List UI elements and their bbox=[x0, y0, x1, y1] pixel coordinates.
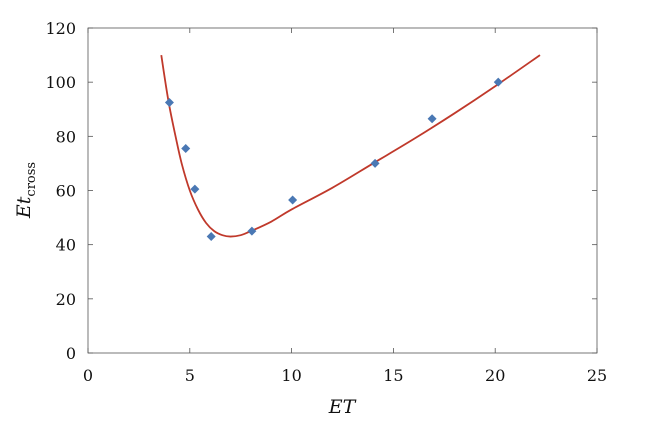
data-points-layer bbox=[164, 77, 503, 242]
fit-curve bbox=[160, 54, 541, 238]
y-tick-label: 100 bbox=[45, 73, 76, 92]
y-tick-label: 120 bbox=[45, 19, 76, 38]
data-point-diamond bbox=[164, 97, 174, 107]
y-axis-title: Etcross bbox=[13, 162, 39, 219]
data-point-diamond bbox=[370, 158, 380, 168]
data-point-diamond bbox=[181, 144, 191, 154]
x-tick-label: 5 bbox=[185, 366, 195, 385]
x-tick-label: 20 bbox=[485, 366, 505, 385]
data-point-diamond bbox=[247, 226, 257, 236]
x-tick-label: 0 bbox=[83, 366, 93, 385]
x-tick-label: 10 bbox=[281, 366, 301, 385]
x-tick-label: 25 bbox=[587, 366, 607, 385]
data-point-diamond bbox=[288, 195, 298, 205]
y-tick-label: 0 bbox=[66, 344, 76, 363]
y-tick-label: 40 bbox=[56, 236, 76, 255]
y-axis-title-subscript: cross bbox=[24, 162, 39, 197]
x-tick-label: 15 bbox=[383, 366, 403, 385]
axis-ticks bbox=[87, 27, 598, 354]
y-tick-label: 80 bbox=[56, 127, 76, 146]
y-axis-title-main: Et bbox=[13, 196, 35, 219]
fit-curve-layer bbox=[160, 54, 541, 238]
y-tick-label: 20 bbox=[56, 290, 76, 309]
data-point-diamond bbox=[190, 184, 200, 194]
axis-tick-labels: 0 5 10 15 20 25 0 20 40 60 80 100 120 bbox=[45, 19, 607, 385]
data-point-diamond bbox=[427, 114, 437, 124]
data-point-diamond bbox=[493, 77, 503, 87]
x-axis-title: ET bbox=[328, 396, 357, 418]
data-point-diamond bbox=[206, 232, 216, 242]
y-tick-label: 60 bbox=[56, 182, 76, 201]
